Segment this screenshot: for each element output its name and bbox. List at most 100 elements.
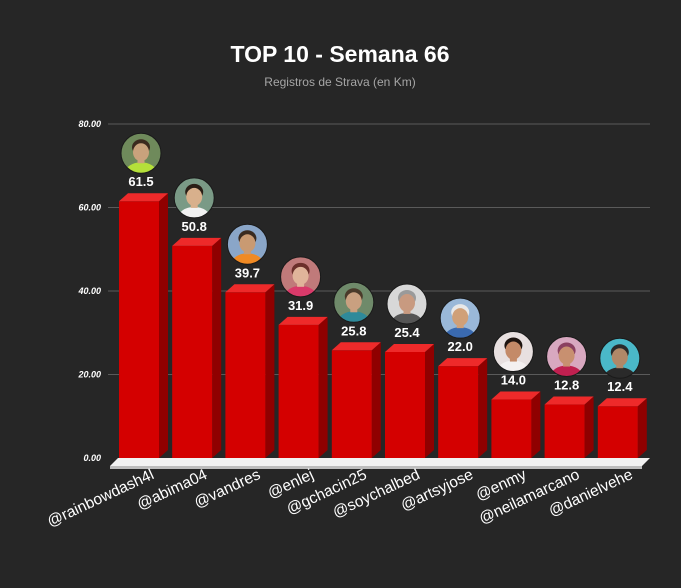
x-axis-labels: @rainbowdash4l@abima04@vandres @enlej@gch…: [45, 466, 636, 530]
bar-side: [371, 342, 381, 458]
bar-rainbowdash4l: [119, 193, 168, 459]
avatar-ring: [492, 331, 534, 373]
avatar-face: [505, 341, 522, 360]
bar-front: [597, 406, 638, 458]
avatar-ring: [599, 337, 641, 379]
bar-top: [491, 391, 541, 400]
avatar-ring: [333, 281, 375, 323]
y-tick-label: 80.00: [78, 119, 101, 129]
value-label: 12.4: [607, 379, 633, 394]
avatar-shirt: [284, 285, 317, 297]
bar-top: [385, 343, 434, 352]
chart-floor: [110, 458, 650, 469]
bar-gchacin25: [331, 342, 381, 458]
avatar-shirt: [391, 312, 423, 324]
avatar-enmy: [492, 331, 534, 373]
chart-floor-edge: [110, 466, 642, 469]
bar-top: [119, 193, 168, 202]
value-label: 39.7: [235, 265, 260, 280]
avatar-shirt: [603, 367, 636, 379]
bar-top: [544, 396, 594, 405]
avatar-shirt: [231, 253, 264, 265]
avatar-ring: [280, 256, 322, 298]
bar-side: [531, 391, 541, 458]
avatar-face: [452, 308, 469, 327]
y-axis-ticks: 0.00 20.00 40.00 60.00 80.00: [77, 119, 101, 463]
avatar-ring: [386, 283, 428, 325]
bar-artsyjose: [438, 358, 488, 458]
avatar-face: [133, 143, 149, 162]
avatar-face: [345, 292, 362, 311]
value-label: 61.5: [128, 174, 153, 189]
avatar-danielvehe: [599, 337, 641, 379]
avatar-vandres: [226, 223, 268, 265]
chart-floor-top: [110, 458, 650, 466]
bar-front: [225, 292, 266, 458]
bar-front: [544, 404, 585, 458]
avatar-ring: [439, 297, 481, 339]
y-tick-label: 0.00: [83, 453, 101, 463]
avatar-ring: [226, 223, 268, 265]
value-labels: 61.5 50.8 39.7 31.9 25.8 25.4 22.0 14.0 12.8 12.4: [128, 174, 633, 394]
bar-side: [212, 237, 222, 458]
chart-subtitle: Registros de Strava (en Km): [264, 75, 415, 89]
value-label: 12.8: [554, 378, 579, 393]
avatar-shirt: [178, 206, 211, 218]
y-tick-label: 60.00: [78, 203, 101, 213]
bar-top: [597, 398, 647, 407]
avatar-ring: [173, 177, 215, 219]
bar-neilamarcano: [544, 396, 594, 458]
bar-front: [278, 324, 319, 458]
bar-side: [265, 284, 275, 458]
avatar-ring: [120, 132, 162, 174]
bar-top: [438, 358, 488, 367]
bar-enmy: [491, 391, 541, 458]
avatar-neilamarcano: [546, 336, 588, 378]
avatar-enlej: [280, 256, 322, 298]
y-tick-label: 20.00: [77, 370, 101, 380]
avatar-shirt: [337, 311, 370, 323]
value-label: 25.4: [394, 325, 420, 340]
avatar-shirt: [444, 327, 477, 339]
avatar-ring: [546, 336, 588, 378]
value-label: 25.8: [341, 323, 366, 338]
bar-danielvehe: [597, 398, 647, 458]
avatar-shirt: [497, 360, 530, 372]
bar-enlej: [278, 316, 328, 458]
bar-top: [331, 342, 381, 351]
avatar-face: [611, 348, 628, 367]
avatar-shirt: [550, 365, 583, 377]
bars: [119, 193, 647, 459]
y-tick-label: 40.00: [77, 286, 101, 296]
bar-side: [637, 398, 647, 458]
avatar-face: [399, 293, 415, 312]
bar-top: [225, 284, 275, 293]
avatar-shirt: [125, 162, 157, 174]
bar-abima04: [172, 237, 222, 458]
bar-front: [385, 351, 425, 458]
bar-side: [159, 193, 168, 459]
avatar-face: [292, 266, 309, 285]
bar-front: [331, 350, 372, 458]
bar-side: [318, 316, 328, 458]
avatar-gchacin25: [333, 281, 375, 323]
chart-title: TOP 10 - Semana 66: [230, 41, 449, 67]
avatar-abima04: [173, 177, 215, 219]
bar-side: [584, 396, 594, 458]
value-label: 31.9: [288, 298, 313, 313]
avatar-face: [186, 187, 203, 206]
avatar-face: [239, 234, 256, 253]
bar-side: [478, 358, 488, 458]
bar-front: [172, 245, 213, 458]
value-label: 50.8: [182, 219, 207, 234]
bar-side: [425, 343, 434, 458]
bar-vandres: [225, 284, 275, 458]
bar-front: [119, 201, 159, 459]
bar-front: [438, 366, 479, 458]
bar-top: [278, 316, 328, 325]
value-label: 22.0: [448, 339, 473, 354]
avatars: [120, 132, 641, 379]
avatar-face: [558, 346, 575, 365]
avatar-rainbowdash4l: [120, 132, 162, 174]
